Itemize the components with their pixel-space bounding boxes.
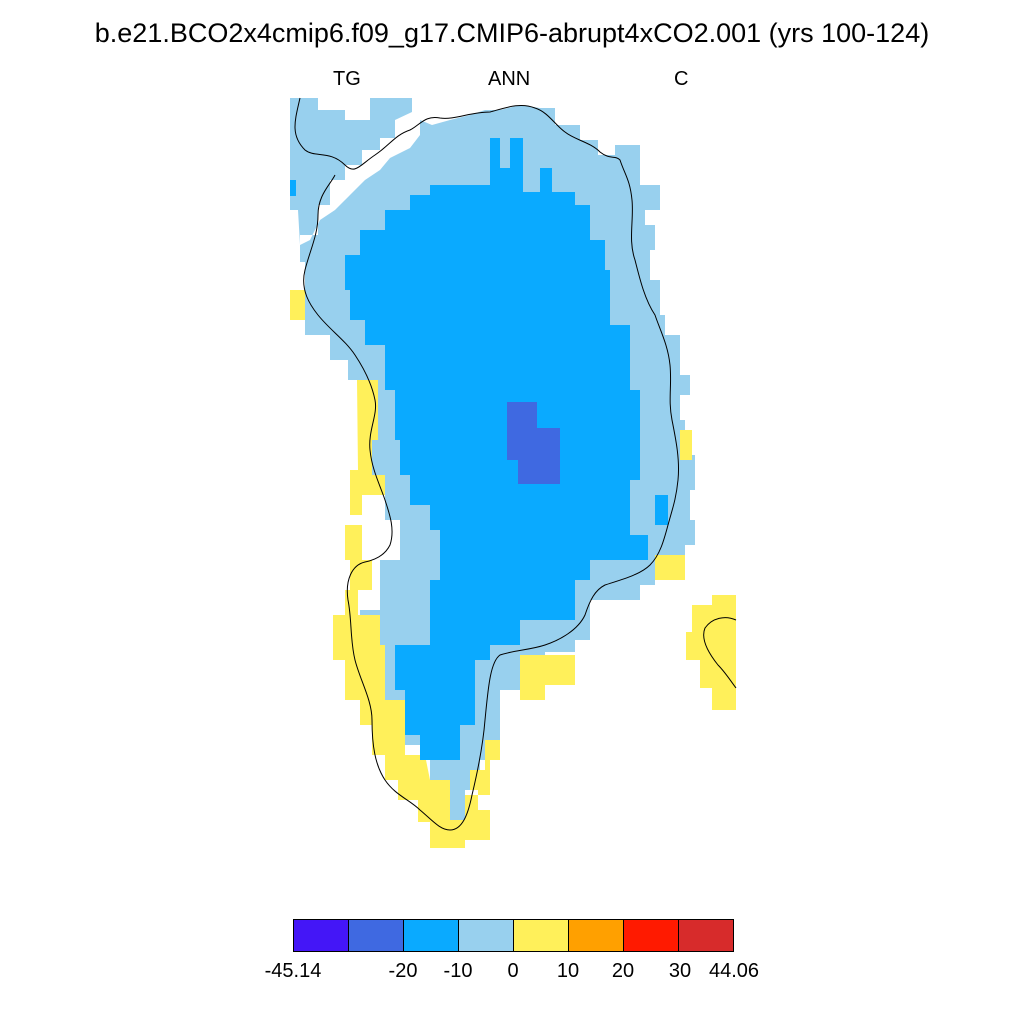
region-yellow-east — [655, 430, 692, 580]
units-label: C — [674, 68, 689, 90]
colorbar-swatch — [514, 920, 569, 951]
colorbar-swatch — [569, 920, 624, 951]
colorbar-label: 30 — [668, 960, 692, 982]
coastline — [294, 97, 679, 831]
colorbar-swatch — [349, 920, 404, 951]
season-label: ANN — [488, 68, 531, 90]
colorbar-label: 0 — [507, 960, 519, 982]
colorbar-swatch — [679, 920, 733, 951]
map-title: b.e21.BCO2x4cmip6.f09_g17.CMIP6-abrupt4x… — [94, 18, 930, 48]
colorbar-label: -20 — [388, 960, 418, 982]
region-yellow-iceland — [686, 595, 736, 710]
coastline-iceland — [703, 617, 737, 689]
region-yellow-northwest — [290, 290, 305, 320]
region-deep-blue — [507, 402, 560, 484]
variable-label: TG — [333, 68, 361, 90]
colorbar-label-min: -45.14 — [264, 960, 322, 982]
colorbar — [293, 919, 734, 952]
colorbar-label: -10 — [443, 960, 473, 982]
region-yellow-south-coast — [520, 655, 575, 700]
colorbar-swatch — [294, 920, 349, 951]
colorbar-swatch — [404, 920, 459, 951]
region-bright-blue — [345, 138, 648, 760]
region-yellow-south — [333, 525, 500, 848]
colorbar-labels: -45.14 -20 -10 0 10 20 30 44.06 — [0, 960, 1024, 990]
colorbar-label: 10 — [556, 960, 580, 982]
region-yellow-southwest — [350, 380, 385, 515]
colorbar-label: 20 — [611, 960, 635, 982]
colorbar-swatch — [624, 920, 679, 951]
colorbar-swatch — [459, 920, 514, 951]
colorbar-label-max: 44.06 — [708, 960, 760, 982]
